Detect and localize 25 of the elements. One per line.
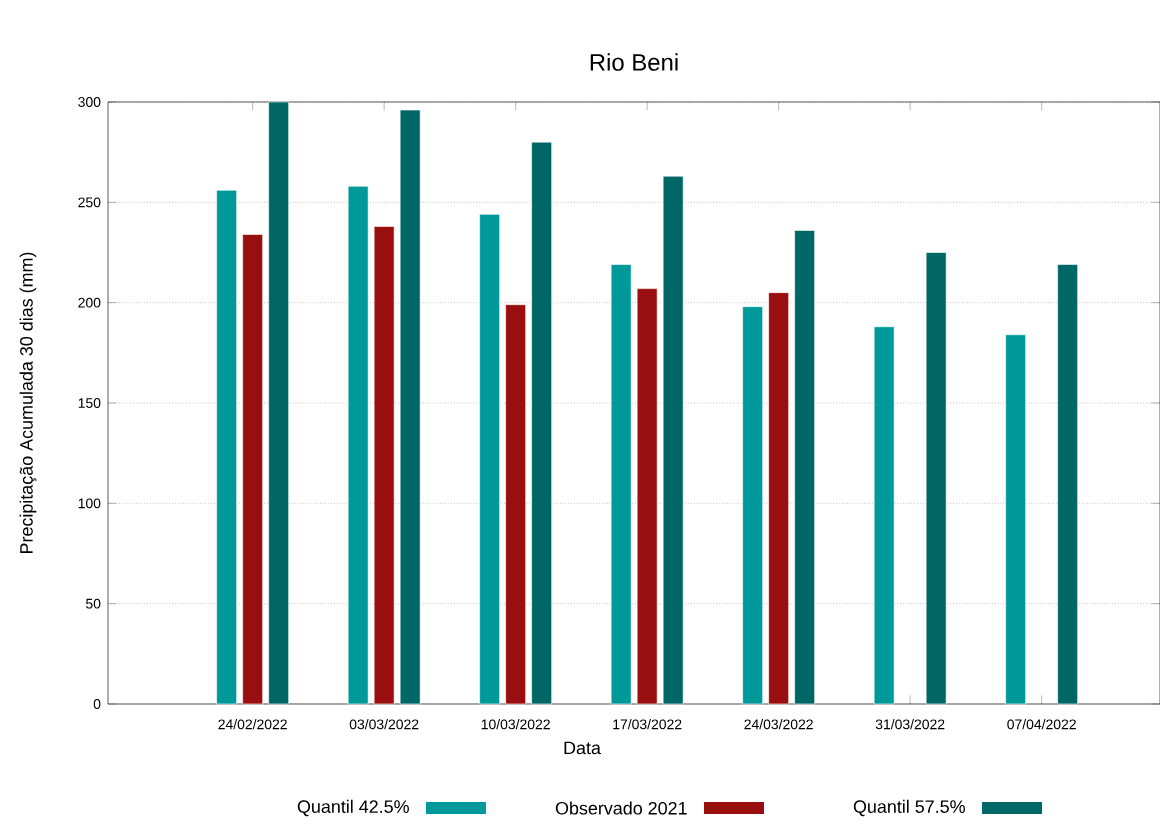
bar: [373, 226, 395, 705]
bar: [662, 175, 684, 705]
bar: [268, 101, 289, 705]
bar: [1057, 264, 1078, 705]
bar: [347, 185, 369, 705]
bar: [479, 214, 500, 705]
bar: [742, 306, 763, 705]
legend-label: Observado 2021: [555, 801, 687, 815]
bar: [242, 234, 263, 705]
bar: [610, 264, 632, 705]
legend-label: Quantil 42.5%: [297, 799, 409, 817]
bar: [505, 304, 526, 705]
chart-title: Rio Beni: [590, 53, 678, 71]
bar: [636, 288, 658, 705]
y-axis-title: Precipitação Acumulada 30 dias (mm): [19, 252, 37, 554]
bar: [794, 230, 815, 705]
bar: [399, 109, 421, 705]
legend-label: Quantil 57.5%: [853, 799, 965, 817]
x-axis-title: Data: [564, 741, 601, 755]
bar: [873, 326, 895, 705]
bar: [216, 189, 237, 705]
bar: [768, 292, 789, 705]
bar: [1005, 334, 1026, 705]
bar: [925, 252, 947, 705]
bar: [531, 141, 552, 705]
